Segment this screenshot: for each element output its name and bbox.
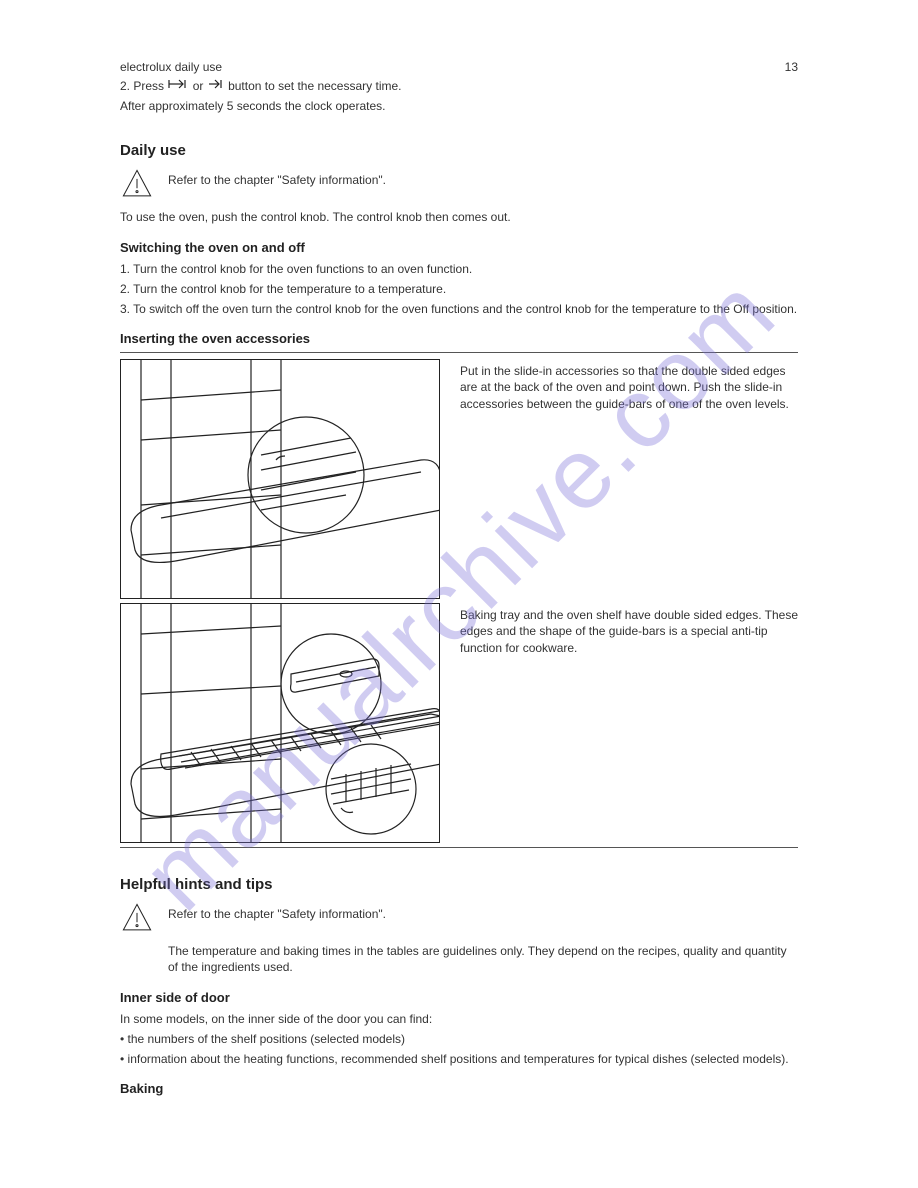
inner-door-title: Inner side of door	[120, 990, 798, 1005]
figure-2	[120, 603, 440, 843]
step-2b: After approximately 5 seconds the clock …	[120, 98, 798, 114]
figure-1	[120, 359, 440, 599]
step2-post: button to set the necessary time.	[228, 79, 401, 93]
tips-note: The temperature and baking times in the …	[168, 943, 798, 975]
onoff-3: 3. To switch off the oven turn the contr…	[120, 301, 798, 317]
step-2: 2. Press or button to set the necessary …	[120, 78, 798, 94]
bullet-2: • information about the heating function…	[120, 1051, 798, 1067]
onoff-1: 1. Turn the control knob for the oven fu…	[120, 261, 798, 277]
warning-text-2: Refer to the chapter "Safety information…	[168, 901, 386, 921]
arrow-end-icon	[207, 78, 225, 94]
warning-text-1: Refer to the chapter "Safety information…	[168, 167, 386, 187]
daily-para-1: To use the oven, push the control knob. …	[120, 209, 798, 225]
warning-icon	[120, 167, 154, 201]
header-left: electrolux daily use	[120, 60, 222, 74]
rule-2	[120, 847, 798, 848]
warning-row-1: Refer to the chapter "Safety information…	[120, 167, 798, 201]
onoff-2: 2. Turn the control knob for the tempera…	[120, 281, 798, 297]
baking-title: Baking	[120, 1081, 798, 1096]
onoff-title: Switching the oven on and off	[120, 240, 798, 255]
bullet-1: • the numbers of the shelf positions (se…	[120, 1031, 798, 1047]
warning-icon	[120, 901, 154, 935]
manual-page: manualrchive.com electrolux daily use 13…	[0, 0, 918, 1188]
header-right: 13	[785, 60, 798, 74]
insert-title: Inserting the oven accessories	[120, 331, 798, 346]
daily-use-title: Daily use	[120, 142, 798, 159]
tips-title: Helpful hints and tips	[120, 876, 798, 893]
step2-mid: or	[193, 79, 207, 93]
inner-door-text: In some models, on the inner side of the…	[120, 1011, 798, 1027]
figure-1-caption: Put in the slide-in accessories so that …	[460, 359, 798, 599]
figure-row-1: Put in the slide-in accessories so that …	[120, 359, 798, 599]
arrow-dur-icon	[167, 78, 189, 94]
figure-row-2: Baking tray and the oven shelf have doub…	[120, 603, 798, 843]
figure-2-caption: Baking tray and the oven shelf have doub…	[460, 603, 798, 843]
rule-1	[120, 352, 798, 353]
warning-row-2: Refer to the chapter "Safety information…	[120, 901, 798, 935]
page-header: electrolux daily use 13	[120, 60, 798, 74]
step2-pre: 2. Press	[120, 79, 167, 93]
